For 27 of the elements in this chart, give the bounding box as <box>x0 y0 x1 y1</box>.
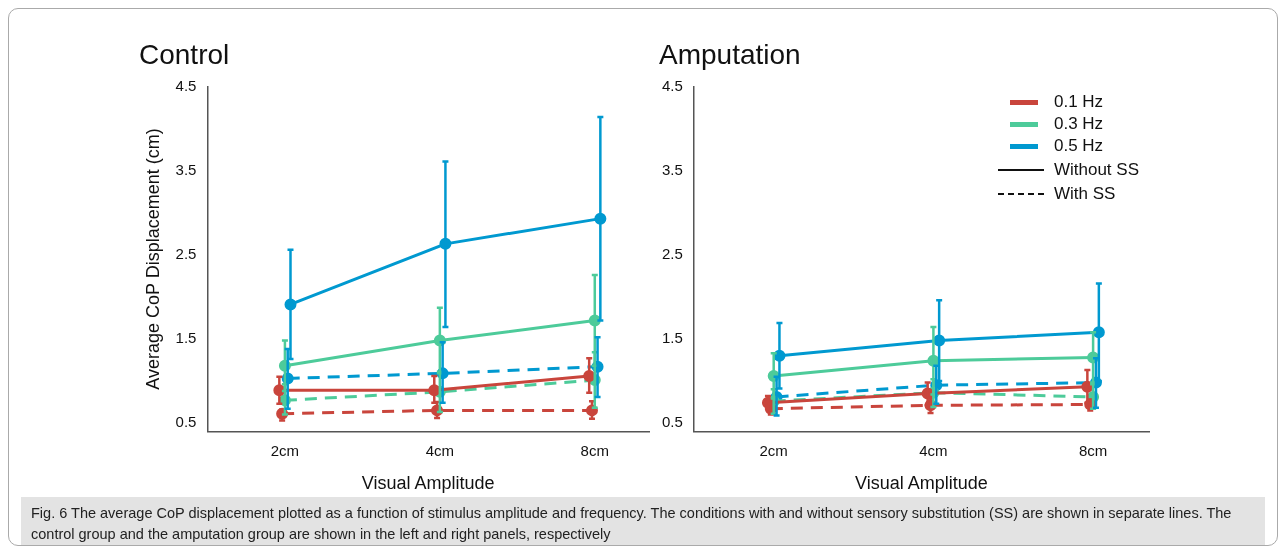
legend-label: 0.5 Hz <box>1053 135 1104 157</box>
chart-title: Amputation <box>659 38 801 70</box>
x-tick-label: 4cm <box>425 441 455 459</box>
y-tick-label: 1.5 <box>661 329 683 347</box>
x-tick-label: 2cm <box>270 441 300 459</box>
y-tick-label: 4.5 <box>175 76 197 94</box>
annotation: With SS <box>1053 183 1116 205</box>
y-tick-label: 1.5 <box>175 329 197 347</box>
y-tick-label: 4.5 <box>661 76 683 94</box>
y-axis-title: Average CoP Displacement (cm) <box>142 128 163 390</box>
legend-label: 0.3 Hz <box>1053 113 1104 135</box>
x-tick-label: 2cm <box>759 441 788 459</box>
x-axis-title: Visual Amplitude <box>361 473 495 494</box>
x-axis-title: Visual Amplitude <box>855 473 988 494</box>
y-tick-label: 0.5 <box>661 413 683 431</box>
annotation: Without SS <box>1053 159 1139 181</box>
x-tick-label: 8cm <box>580 441 609 459</box>
caption: Fig. 6 The average CoP displacement plotted as a function of stimulus amplitude and frequency. The conditions with and without sensory substitution (SS) are shown in separate lines. The control group and the amputation group are shown in the left and right panels, respectively <box>31 504 1233 544</box>
y-tick-label: 3.5 <box>175 160 197 178</box>
chart-title: Control <box>139 38 230 70</box>
y-tick-label: 2.5 <box>661 244 683 262</box>
y-tick-label: 2.5 <box>175 244 197 262</box>
y-tick-label: 3.5 <box>661 160 683 178</box>
legend-label: 0.1 Hz <box>1053 91 1104 113</box>
x-tick-label: 8cm <box>1078 441 1108 459</box>
x-tick-label: 4cm <box>919 441 948 459</box>
y-tick-label: 0.5 <box>175 413 197 431</box>
